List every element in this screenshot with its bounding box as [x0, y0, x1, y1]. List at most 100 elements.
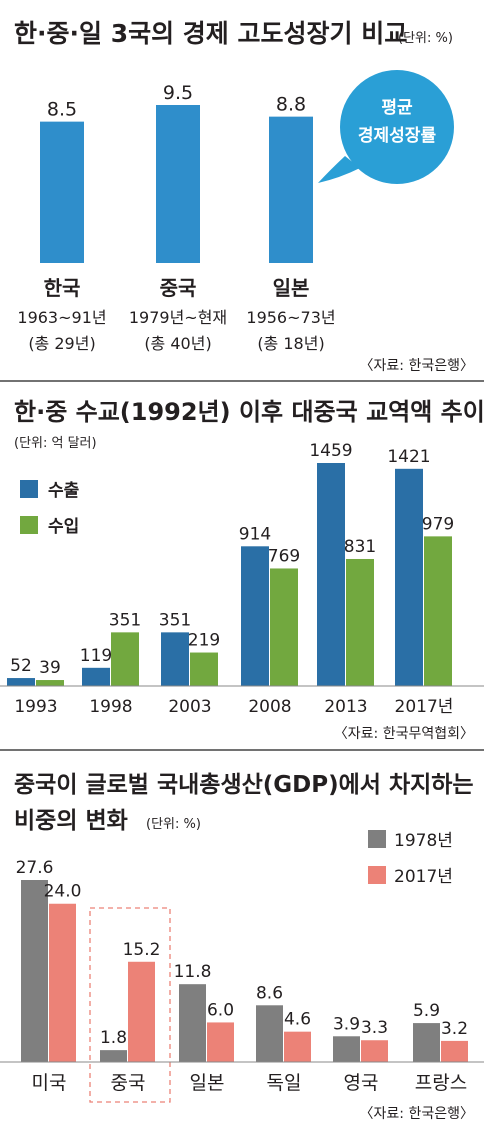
export-bar — [7, 678, 35, 686]
growth-source: 〈자료: 한국은행〉 — [360, 358, 474, 374]
china-highlight-box — [89, 907, 171, 1103]
gdp-1978-bar — [413, 1023, 440, 1062]
gdp-1978-bar — [333, 1036, 360, 1062]
growth-bars: 8.5 한국 1963~91년 (총 29년) 9.5 중국 1979년~현재 (총 40년)… — [17, 82, 335, 353]
import-value-label: 351 — [109, 610, 141, 630]
bubble-line1: 평균 — [381, 98, 413, 118]
legend-swatch-1978 — [368, 830, 386, 848]
import-bar — [424, 536, 452, 686]
bubble-line2: 경제성장률 — [358, 126, 437, 146]
export-bar — [395, 468, 423, 686]
gdp-1978-value-label: 3.9 — [333, 1014, 360, 1034]
gdp-2017-bar — [49, 903, 76, 1062]
export-value-label: 1421 — [387, 447, 430, 467]
bubble-tail — [318, 156, 360, 183]
trade-bars: 52 39199311935119983512192003914769200814… — [7, 441, 454, 717]
growth-bar — [156, 105, 200, 263]
bubble-circle — [340, 70, 454, 184]
gdp-source: 〈자료: 한국은행〉 — [360, 1106, 474, 1122]
export-value-label: 914 — [239, 524, 271, 544]
growth-duration-label: (총 40년) — [144, 334, 211, 353]
gdp-country-label: 영국 — [344, 1072, 379, 1094]
import-bar — [36, 680, 64, 686]
gdp-country-label: 일본 — [190, 1072, 225, 1094]
gdp-2017-value-label: 15.2 — [123, 940, 161, 960]
legend-label-2017: 2017년 — [394, 867, 453, 887]
import-value-label: 979 — [422, 514, 454, 534]
growth-category-label: 한국 — [44, 276, 81, 300]
gdp-country-label: 중국 — [111, 1072, 146, 1094]
gdp-1978-bar — [21, 880, 48, 1062]
export-bar — [317, 463, 345, 686]
growth-period-label: 1963~91년 — [17, 308, 106, 327]
growth-chart: 한·중·일 3국의 경제 고도성장기 비교 (단위: %) 8.5 한국 1963~… — [0, 19, 484, 382]
gdp-1978-bar — [256, 1005, 283, 1062]
import-bar — [270, 568, 298, 686]
gdp-2017-value-label: 4.6 — [284, 1010, 311, 1030]
legend-label-import: 수입 — [48, 517, 79, 537]
export-value-label: 119 — [80, 646, 112, 666]
growth-chart-title: 한·중·일 3국의 경제 고도성장기 비교 — [14, 19, 407, 48]
gdp-chart-unit: (단위: %) — [146, 817, 201, 832]
trade-legend: 수출 수입 — [20, 480, 80, 537]
export-bar — [241, 546, 269, 686]
growth-chart-unit: (단위: %) — [398, 31, 453, 46]
legend-swatch-2017 — [368, 866, 386, 884]
trade-year-label: 1993 — [14, 697, 57, 717]
export-bar — [82, 667, 110, 686]
gdp-2017-bar — [284, 1031, 311, 1062]
import-bar — [111, 632, 139, 686]
gdp-2017-bar — [207, 1022, 234, 1062]
import-value-label: 219 — [188, 631, 220, 651]
legend-label-export: 수출 — [48, 481, 80, 501]
gdp-1978-value-label: 11.8 — [174, 962, 212, 982]
gdp-1978-value-label: 5.9 — [413, 1001, 440, 1021]
trade-year-label: 2017년 — [395, 697, 454, 717]
import-value-label: 39 — [39, 658, 61, 678]
gdp-country-label: 프랑스 — [415, 1072, 467, 1094]
gdp-1978-value-label: 8.6 — [256, 983, 283, 1003]
gdp-1978-bar — [179, 984, 206, 1062]
gdp-chart-title-line2: 비중의 변화 — [14, 808, 128, 834]
growth-duration-label: (총 29년) — [28, 334, 95, 353]
gdp-2017-value-label: 24.0 — [44, 882, 82, 902]
growth-bubble: 평균 경제성장률 — [318, 70, 454, 184]
trade-year-label: 2003 — [168, 697, 211, 717]
gdp-1978-value-label: 27.6 — [16, 858, 54, 878]
legend-swatch-export — [20, 480, 38, 498]
export-value-label: 52 — [10, 656, 32, 676]
import-bar — [346, 558, 374, 686]
gdp-chart: 중국이 글로벌 국내총생산(GDP)에서 차지하는 비중의 변화 (단위: %)… — [0, 772, 484, 1122]
growth-period-label: 1979년~현재 — [129, 308, 227, 327]
growth-value-label: 8.8 — [276, 94, 306, 116]
growth-value-label: 8.5 — [47, 99, 77, 121]
growth-category-label: 중국 — [160, 276, 197, 300]
trade-year-label: 1998 — [89, 697, 132, 717]
gdp-1978-bar — [100, 1050, 127, 1062]
legend-swatch-import — [20, 516, 38, 534]
trade-year-label: 2013 — [324, 697, 367, 717]
gdp-2017-value-label: 3.3 — [361, 1018, 388, 1038]
gdp-country-label: 미국 — [32, 1072, 67, 1094]
import-value-label: 831 — [344, 537, 376, 557]
export-bar — [161, 632, 189, 686]
trade-source: 〈자료: 한국무역협회〉 — [334, 726, 474, 742]
gdp-2017-value-label: 6.0 — [207, 1000, 234, 1020]
growth-bar — [40, 121, 84, 263]
gdp-2017-bar — [441, 1040, 468, 1062]
gdp-2017-bar — [361, 1040, 388, 1062]
gdp-country-label: 독일 — [267, 1072, 302, 1094]
trade-year-label: 2008 — [248, 697, 291, 717]
import-value-label: 769 — [268, 546, 300, 566]
growth-category-label: 일본 — [273, 276, 310, 300]
gdp-1978-value-label: 1.8 — [100, 1028, 127, 1048]
growth-period-label: 1956~73년 — [246, 308, 335, 327]
export-value-label: 351 — [159, 610, 191, 630]
gdp-2017-value-label: 3.2 — [441, 1019, 468, 1039]
gdp-2017-bar — [128, 961, 155, 1062]
trade-chart-title: 한·중 수교(1992년) 이후 대중국 교역액 추이 — [14, 398, 484, 426]
export-value-label: 1459 — [309, 441, 352, 461]
legend-label-1978: 1978년 — [394, 831, 453, 851]
